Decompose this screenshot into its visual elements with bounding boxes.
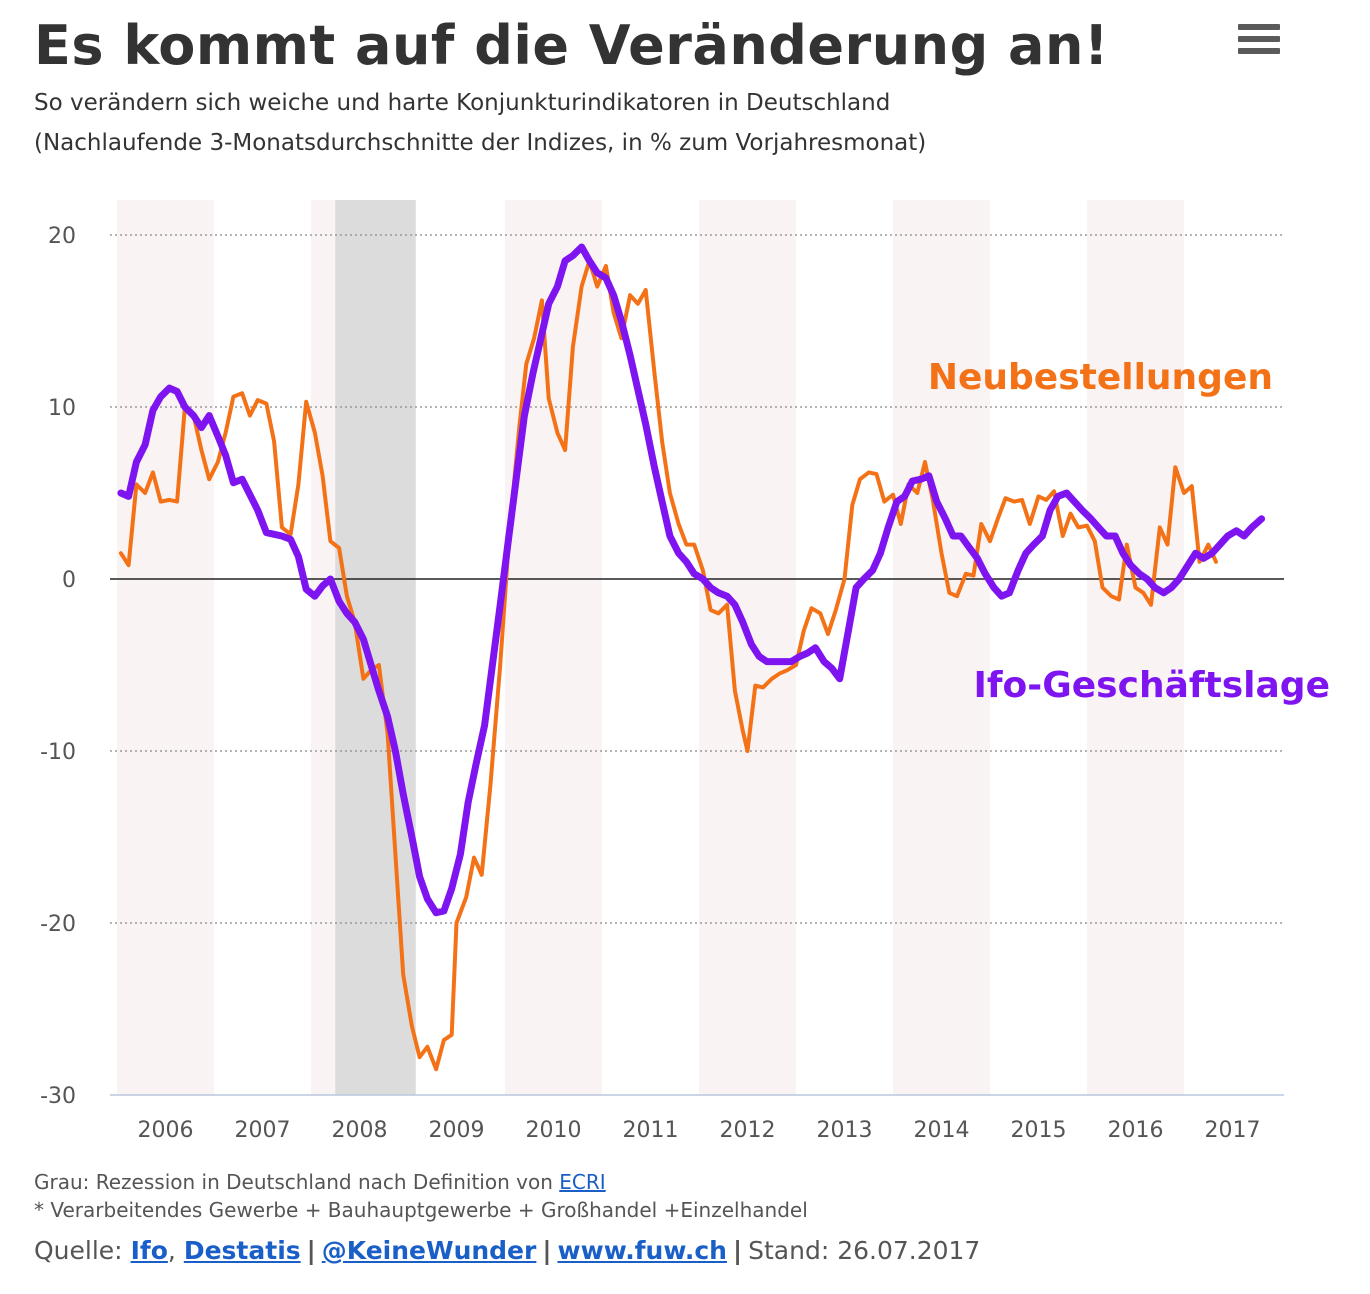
twitter-link[interactable]: @KeineWunder xyxy=(321,1236,537,1265)
recession-note-text: Grau: Rezession in Deutschland nach Defi… xyxy=(34,1170,553,1194)
y-tick-label: 20 xyxy=(48,224,76,249)
chart-title: Es kommt auf die Veränderung an! xyxy=(34,14,1110,77)
website-link[interactable]: www.fuw.ch xyxy=(557,1236,727,1265)
x-tick-label: 2016 xyxy=(1108,1118,1164,1143)
y-tick-label: 0 xyxy=(62,568,76,593)
x-tick-label: 2007 xyxy=(235,1118,291,1143)
year-band xyxy=(699,200,796,1095)
source-line: Quelle: Ifo, Destatis | @KeineWunder | www.f… xyxy=(34,1236,980,1265)
year-band xyxy=(505,200,602,1095)
source-label: Quelle: xyxy=(34,1236,123,1265)
x-tick-label: 2006 xyxy=(138,1118,194,1143)
subtitle-line-1: So verändern sich weiche und harte Konju… xyxy=(34,90,891,116)
y-tick-label: -30 xyxy=(40,1084,76,1109)
stand-date: Stand: 26.07.2017 xyxy=(748,1236,981,1265)
x-tick-label: 2009 xyxy=(429,1118,485,1143)
x-tick-label: 2008 xyxy=(332,1118,388,1143)
hamburger-menu-icon[interactable] xyxy=(1238,24,1280,58)
separator: | xyxy=(732,1236,743,1265)
y-tick-label: -10 xyxy=(40,740,76,765)
y-tick-label: -20 xyxy=(40,912,76,937)
series-label-ifo: Ifo-Geschäftslage xyxy=(973,665,1330,706)
year-band xyxy=(1087,200,1184,1095)
x-tick-label: 2010 xyxy=(526,1118,582,1143)
year-band xyxy=(893,200,990,1095)
y-tick-label: 10 xyxy=(48,396,76,421)
year-band xyxy=(117,200,214,1095)
series-line-ifo xyxy=(117,243,1266,917)
recession-note: Grau: Rezession in Deutschland nach Defi… xyxy=(34,1170,606,1194)
series-line-neubestellungen xyxy=(118,258,1218,1072)
separator: | xyxy=(306,1236,316,1265)
x-tick-label: 2011 xyxy=(623,1118,679,1143)
destatis-link[interactable]: Destatis xyxy=(183,1236,301,1265)
x-tick-label: 2012 xyxy=(720,1118,776,1143)
series-label-neubestellungen: Neubestellungen xyxy=(928,357,1273,398)
x-tick-label: 2014 xyxy=(914,1118,970,1143)
x-tick-label: 2013 xyxy=(817,1118,873,1143)
ifo-link[interactable]: Ifo xyxy=(130,1236,168,1265)
x-tick-label: 2017 xyxy=(1205,1118,1261,1143)
source-comma: , xyxy=(167,1236,176,1265)
separator: | xyxy=(542,1236,552,1265)
x-tick-label: 2015 xyxy=(1011,1118,1067,1143)
subtitle-line-2: (Nachlaufende 3-Monatsdurchschnitte der … xyxy=(34,130,927,156)
footnote: * Verarbeitendes Gewerbe + Bauhauptgewer… xyxy=(34,1198,808,1222)
ecri-link[interactable]: ECRI xyxy=(559,1170,606,1194)
